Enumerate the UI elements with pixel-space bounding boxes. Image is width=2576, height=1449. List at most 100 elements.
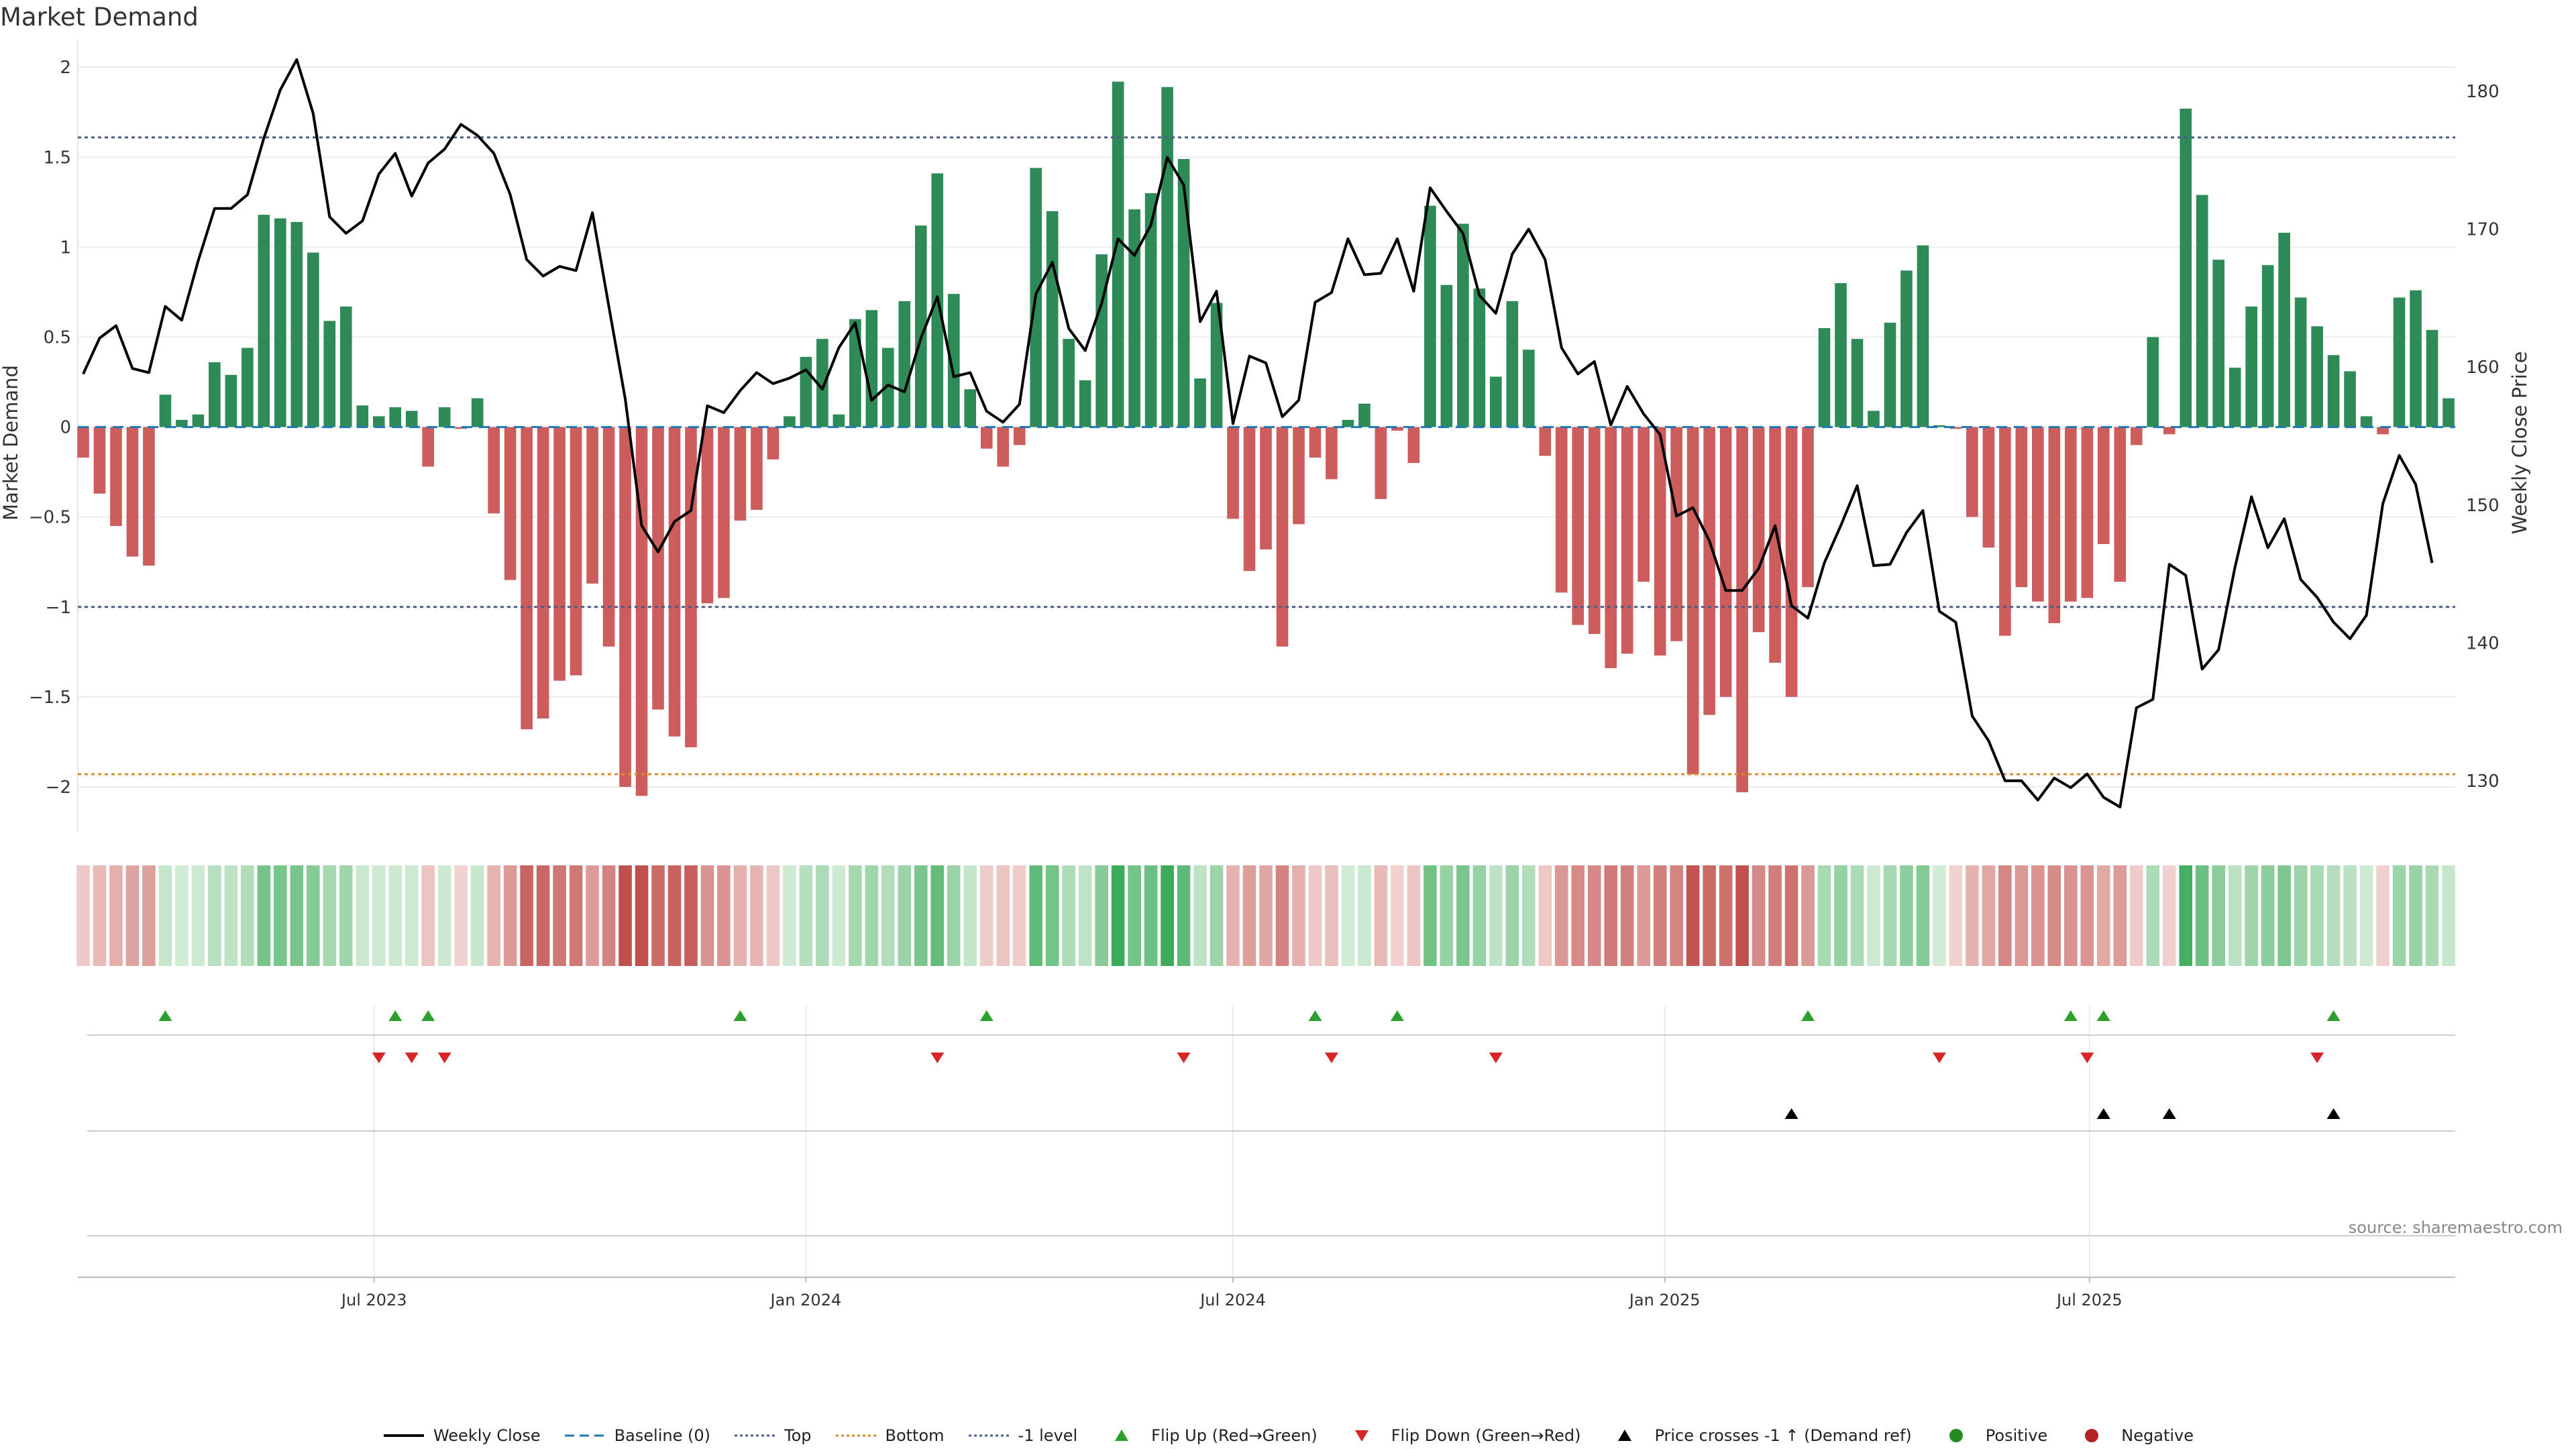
heat-strip-cell (783, 865, 796, 966)
demand-bar (2163, 427, 2176, 435)
price-cross-marker (1784, 1108, 1799, 1119)
demand-bar (1095, 254, 1108, 427)
demand-bar (2426, 329, 2438, 427)
legend-item: Flip Up (Red→Green) (1100, 1426, 1318, 1445)
legend-symbol-icon (968, 1434, 1009, 1437)
demand-bar (405, 411, 418, 427)
y2-tick-label: 150 (2466, 496, 2500, 516)
price-cross-marker (2326, 1108, 2341, 1119)
weekly-close-line (82, 58, 2434, 808)
heat-strip-cell (849, 865, 862, 966)
heat-strip-cell (1620, 865, 1634, 966)
heat-strip-cell (963, 865, 977, 966)
legend-symbol-icon (2085, 1429, 2099, 1442)
heat-strip-cell (700, 865, 714, 966)
heat-strip-cell (2392, 865, 2406, 966)
heat-strip-cell (1259, 865, 1273, 966)
heat-strip-cell (405, 865, 419, 966)
heat-strip-cell (1242, 865, 1256, 966)
heat-strip-cell (2015, 865, 2029, 966)
demand-bar (1522, 350, 1535, 427)
heat-strip-cell (832, 865, 846, 966)
heat-strip-cell (224, 865, 238, 966)
flip-up-marker (979, 1010, 994, 1021)
demand-bar (701, 427, 714, 604)
y2-axis-title: Weekly Close Price (2508, 352, 2531, 535)
legend-label: Top (784, 1426, 812, 1445)
demand-bar (1933, 425, 1945, 427)
heat-strip-cell (2442, 865, 2455, 966)
legend-label: Baseline (0) (614, 1426, 710, 1445)
legend-symbol-icon (1618, 1430, 1632, 1441)
heat-strip-cell (1883, 865, 1897, 966)
demand-bar (635, 427, 648, 796)
demand-bar (898, 301, 911, 427)
demand-bar (504, 427, 517, 580)
heat-strip-cell (1210, 865, 1224, 966)
demand-bar (833, 414, 845, 427)
demand-bar (1736, 427, 1748, 792)
demand-bar (1555, 427, 1568, 593)
heat-strip-cell (1045, 865, 1059, 966)
heat-strip-cell (125, 865, 140, 966)
heat-strip-cell (520, 865, 533, 966)
heat-strip-cell (1982, 865, 1996, 966)
heat-strip-cell (1358, 865, 1371, 966)
heat-strip-cell (1604, 865, 1618, 966)
y-tick-label: 2 (60, 58, 71, 78)
demand-bar (1063, 339, 1075, 427)
y2-tick-label: 160 (2466, 358, 2500, 378)
heat-strip-cell (1407, 865, 1421, 966)
legend-item: -1 level (967, 1426, 1077, 1445)
demand-bar (438, 407, 451, 427)
heat-strip-cell (2409, 865, 2422, 966)
demand-bar (849, 319, 861, 427)
demand-bar (1375, 427, 1387, 499)
legend: Weekly Close Baseline (0) Top Bottom -1 leve… (0, 1422, 2576, 1449)
heat-strip-cell (1177, 865, 1191, 966)
demand-bar (274, 218, 286, 427)
heat-strip-cell (1949, 865, 1963, 966)
heat-strip-cell (290, 865, 304, 966)
y-tick-label: −1.5 (29, 688, 71, 708)
demand-bar (882, 347, 894, 427)
heat-strip-cell (667, 865, 682, 966)
demand-bar (1999, 427, 2011, 636)
legend-label: Positive (1985, 1426, 2048, 1445)
y-tick-label: 0.5 (44, 328, 71, 348)
demand-bar (2196, 195, 2208, 427)
demand-bar (1046, 211, 1059, 427)
heat-strip-cell (1817, 865, 1831, 966)
flip-up-marker (1801, 1010, 1815, 1021)
demand-bar (77, 427, 89, 458)
legend-symbol-icon (835, 1434, 876, 1437)
legend-symbol-icon (735, 1434, 775, 1437)
heat-strip-cell (996, 865, 1010, 966)
demand-bar (1686, 427, 1699, 775)
heat-strip-cell (1587, 865, 1601, 966)
heat-strip-cell (602, 865, 616, 966)
heat-strip-cell (1637, 865, 1650, 966)
demand-bar (1654, 427, 1666, 656)
heat-strip-cell (1850, 865, 1864, 966)
demand-bar (93, 427, 106, 494)
demand-bar (1719, 427, 1732, 697)
y-tick-label: 1 (60, 237, 71, 258)
demand-bar (1177, 159, 1190, 427)
heat-strip-cell (2212, 865, 2225, 966)
demand-bar (2048, 427, 2061, 623)
demand-bar (1884, 323, 1896, 427)
flip-down-marker (2080, 1053, 2094, 1063)
heat-strip-cell (898, 865, 912, 966)
y-tick-label: −0.5 (29, 508, 71, 528)
heat-strip-cell (569, 865, 583, 966)
heat-strip-cell (175, 865, 189, 966)
demand-bar (290, 221, 303, 427)
demand-bar (521, 427, 533, 730)
heat-strip-cell (1801, 865, 1815, 966)
heat-strip-cell (2245, 865, 2258, 966)
demand-bar (488, 427, 500, 514)
heat-strip-cell (619, 865, 632, 966)
demand-bar (422, 427, 435, 467)
legend-label: Weekly Close (433, 1426, 541, 1445)
